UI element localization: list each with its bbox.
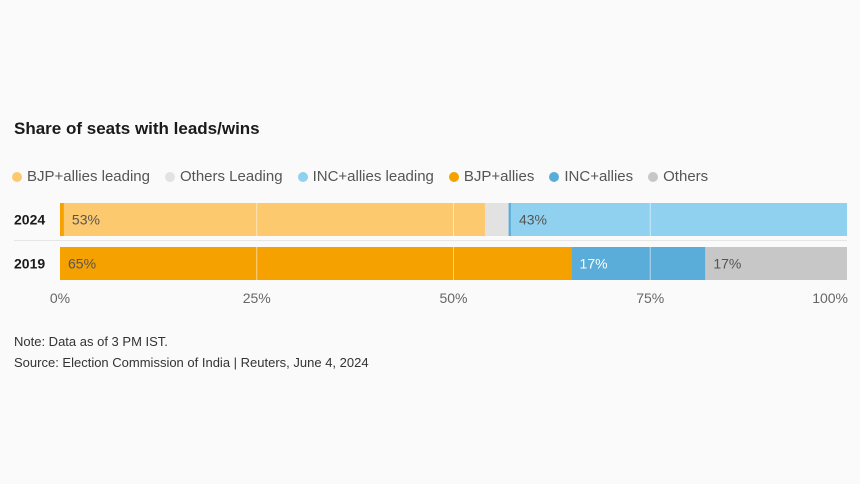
legend-swatch	[448, 171, 459, 182]
category-label-2024: 2024	[14, 212, 45, 228]
legend-swatch	[165, 171, 175, 182]
chart-source: Source: Election Commission of India | R…	[14, 355, 369, 370]
x-tick-label: 0%	[50, 290, 70, 306]
data-label-2024-inc-allies-leading: 43%	[519, 212, 547, 228]
legend-label: Others	[663, 168, 709, 185]
legend-item-others-leading: Others Leading	[165, 168, 283, 185]
chart-title: Share of seats with leads/wins	[14, 119, 260, 138]
legend-swatch	[297, 171, 308, 182]
legend-item-others: Others	[648, 168, 708, 185]
bar-2024-others-leading	[484, 203, 509, 236]
legend-label: BJP+allies	[463, 168, 535, 185]
bar-2019-bjp-allies	[60, 247, 572, 280]
bar-2024-inc-allies-leading	[510, 203, 847, 236]
data-label-2024-bjp-allies-leading: 53%	[72, 212, 100, 228]
chart-footer: Note: Data as of 3 PM IST. Source: Elect…	[14, 331, 369, 373]
legend-label: INC+allies leading	[312, 168, 434, 185]
bar-2024-bjp-allies-leading	[63, 203, 485, 236]
x-tick-label: 25%	[243, 290, 271, 306]
data-label-2019-inc-allies: 17%	[580, 256, 608, 272]
category-label-2019: 2019	[14, 256, 45, 272]
legend-swatch	[648, 171, 659, 182]
chart-note: Note: Data as of 3 PM IST.	[14, 334, 168, 349]
legend-swatch	[549, 171, 560, 182]
x-tick-label: 75%	[636, 290, 664, 306]
bar-2019-others	[705, 247, 847, 280]
x-tick-label: 100%	[812, 290, 848, 306]
legend-item-bjp-allies-leading: BJP+allies leading	[12, 168, 150, 185]
data-label-2019-others: 17%	[713, 256, 741, 272]
x-tick-label: 50%	[439, 290, 467, 306]
chart-legend: BJP+allies leading Others Leading INC+alli…	[12, 168, 723, 185]
legend-item-inc-allies: INC+allies	[549, 168, 633, 185]
data-label-2019-bjp-allies: 65%	[68, 256, 96, 272]
legend-item-inc-allies-leading: INC+allies leading	[297, 168, 434, 185]
bar-2024-inc-allies	[508, 203, 511, 236]
chart-plot: 2024 2019 53% 43% 65% 17% 17% 0% 25% 50% 75% 100%	[14, 203, 848, 306]
legend-label: BJP+allies leading	[27, 168, 150, 185]
legend-label: INC+allies	[564, 168, 634, 185]
legend-label: Others Leading	[180, 168, 283, 185]
legend-item-bjp-allies: BJP+allies	[448, 168, 535, 185]
bar-2019-inc-allies	[571, 247, 706, 280]
legend-swatch	[12, 171, 22, 182]
bar-2024-bjp-allies	[60, 203, 64, 236]
